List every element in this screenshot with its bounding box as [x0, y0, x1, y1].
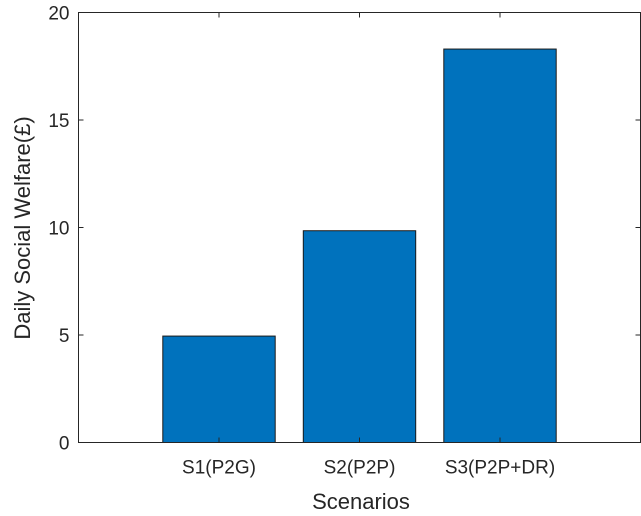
- y-tick-label-10: 10: [48, 219, 69, 240]
- y-tick-label-20: 20: [48, 4, 69, 25]
- x-tick-label-1: S1(P2G): [182, 458, 256, 479]
- ticks-group: S1(P2G) S2(P2P) S3(P2P+DR) 0 5 10 15 20: [48, 4, 641, 479]
- bar-3: [443, 48, 557, 444]
- y-tick-label-5: 5: [59, 326, 70, 347]
- x-tick-label-3: S3(P2P+DR): [445, 458, 555, 479]
- y-tick-label-0: 0: [59, 434, 70, 455]
- x-axis-title: Scenarios: [312, 489, 410, 514]
- bar-2: [302, 230, 417, 443]
- bar-1: [162, 335, 276, 444]
- y-axis-title: Daily Social Welfare(£): [10, 116, 35, 339]
- bars-group: [162, 48, 557, 444]
- y-tick-label-15: 15: [48, 111, 69, 132]
- x-tick-label-2: S2(P2P): [324, 458, 396, 479]
